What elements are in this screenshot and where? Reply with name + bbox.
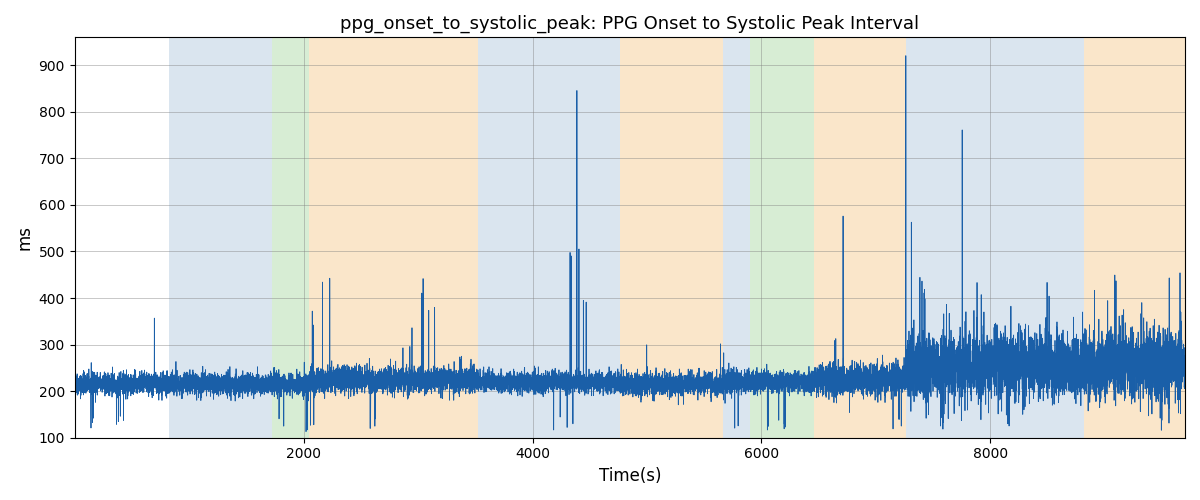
X-axis label: Time(s): Time(s) [599,467,661,485]
Bar [814,38,906,438]
Bar [310,38,478,438]
Bar [906,38,1085,438]
Bar [478,38,619,438]
Bar [168,38,271,438]
Bar [750,38,814,438]
Bar [722,38,750,438]
Bar [1085,38,1186,438]
Bar [619,38,722,438]
Bar [271,38,310,438]
Title: ppg_onset_to_systolic_peak: PPG Onset to Systolic Peak Interval: ppg_onset_to_systolic_peak: PPG Onset to… [341,15,919,34]
Y-axis label: ms: ms [16,225,34,250]
